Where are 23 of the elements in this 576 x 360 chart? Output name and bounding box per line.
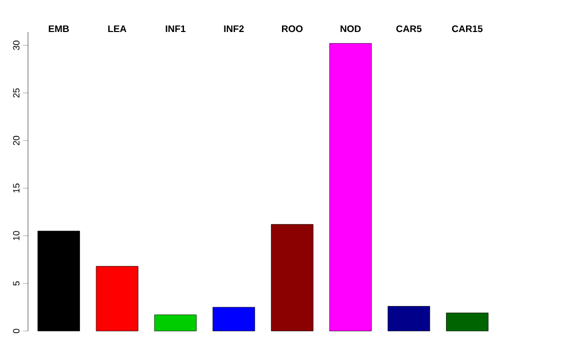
bar — [38, 230, 80, 332]
x-tick-label: CAR5 — [396, 25, 422, 32]
x-tick-label: NOD — [340, 25, 361, 32]
bar — [446, 312, 488, 332]
y-tick-label: 5 — [13, 281, 20, 286]
y-tick-label: 20 — [13, 136, 20, 146]
bar — [388, 306, 430, 332]
x-tick-label: EMB — [48, 25, 69, 32]
x-tick-label: CAR15 — [452, 25, 483, 32]
y-tick-label: 0 — [13, 328, 20, 334]
bar — [154, 314, 197, 332]
y-tick-label: 10 — [13, 231, 20, 240]
bar — [212, 306, 255, 332]
x-tick-label: ROO — [282, 25, 303, 32]
y-tick-label: 25 — [13, 88, 20, 98]
x-tick-label: LEA — [108, 25, 126, 32]
y-tick-label: 15 — [13, 184, 20, 192]
bar — [96, 266, 138, 332]
x-tick-label: INF2 — [224, 25, 244, 32]
x-tick-label: INF1 — [166, 25, 186, 32]
bar — [271, 224, 314, 332]
bar — [329, 43, 372, 332]
y-tick-label: 30 — [13, 40, 20, 50]
